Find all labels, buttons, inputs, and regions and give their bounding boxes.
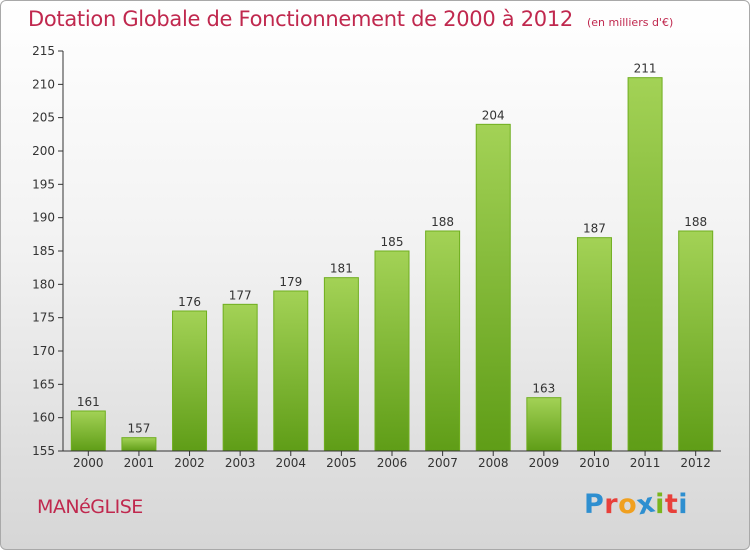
logo-letter: i: [678, 489, 689, 520]
bar-2001: [121, 437, 157, 452]
data-label-2012: 188: [684, 215, 707, 229]
data-label-2005: 181: [330, 262, 353, 276]
y-tick-label: 185: [32, 244, 55, 258]
y-tick-label: 155: [32, 444, 55, 458]
data-label-2008: 204: [482, 108, 505, 122]
y-tick-label: 160: [32, 411, 55, 425]
logo-letter: i: [655, 489, 665, 520]
y-tick-label: 200: [32, 144, 55, 158]
data-label-2007: 188: [431, 215, 454, 229]
commune-name: MANéGLISE: [37, 496, 143, 518]
data-label-2003: 177: [229, 288, 252, 302]
x-tick-label: 2004: [275, 456, 306, 470]
data-label-2004: 179: [279, 275, 302, 289]
x-tick-label: 2002: [174, 456, 205, 470]
proxiti-logo: Proxiti: [584, 487, 689, 521]
bar-2011: [627, 77, 663, 452]
bar-2003: [222, 303, 258, 452]
logo-letter: t: [664, 489, 679, 520]
x-tick-label: 2003: [225, 456, 256, 470]
title-text: Dotation Globale de Fonctionnement de 20…: [28, 7, 573, 31]
y-tick-label: 190: [32, 211, 55, 225]
data-label-2001: 157: [127, 422, 150, 436]
bar-2005: [323, 277, 359, 452]
bar-2008: [475, 123, 511, 452]
data-label-2011: 211: [634, 62, 657, 76]
data-label-2006: 185: [381, 235, 404, 249]
bar-2009: [526, 397, 562, 452]
data-label-2002: 176: [178, 295, 201, 309]
bar-2006: [374, 250, 410, 452]
x-tick-label: 2011: [630, 456, 661, 470]
x-axis: 2000 2001 2002 2003 2004 2005 2006 2007 2008 2009…: [63, 450, 721, 470]
x-tick-label: 2008: [478, 456, 509, 470]
bar-2010: [576, 237, 612, 452]
bar-2007: [425, 230, 461, 452]
data-label-2000: 161: [77, 395, 100, 409]
x-tick-label: 2007: [427, 456, 458, 470]
logo-letter: o: [618, 489, 638, 520]
bar-2002: [172, 310, 208, 452]
logo-letter: P: [584, 489, 605, 520]
y-tick-label: 205: [32, 111, 55, 125]
bar-2004: [273, 290, 309, 452]
logo-letter: r: [604, 489, 619, 520]
y-tick-label: 180: [32, 277, 55, 291]
bar-2012: [678, 230, 714, 452]
y-tick-label: 215: [32, 44, 55, 58]
x-tick-label: 2006: [377, 456, 408, 470]
y-tick-label: 165: [32, 377, 55, 391]
x-tick-label: 2000: [73, 456, 104, 470]
bars: 161 157 176 177 179 181 185 188 204 163 187 211 188: [70, 62, 714, 452]
x-tick-label: 2012: [680, 456, 711, 470]
x-tick-label: 2009: [529, 456, 560, 470]
data-label-2009: 163: [532, 382, 555, 396]
data-label-2010: 187: [583, 222, 606, 236]
y-tick-label: 175: [32, 311, 55, 325]
y-tick-label: 170: [32, 344, 55, 358]
y-tick-label: 210: [32, 77, 55, 91]
x-tick-label: 2010: [579, 456, 610, 470]
x-tick-label: 2005: [326, 456, 357, 470]
x-tick-label: 2001: [124, 456, 155, 470]
y-tick-label: 195: [32, 177, 55, 191]
chart-title: Dotation Globale de Fonctionnement de 20…: [28, 7, 673, 31]
bar-2000: [70, 410, 106, 452]
y-axis: 155 160 165 170 175 180 185 190 195 200 205 210 215: [32, 44, 64, 458]
unit-note: (en milliers d'€): [586, 16, 674, 29]
